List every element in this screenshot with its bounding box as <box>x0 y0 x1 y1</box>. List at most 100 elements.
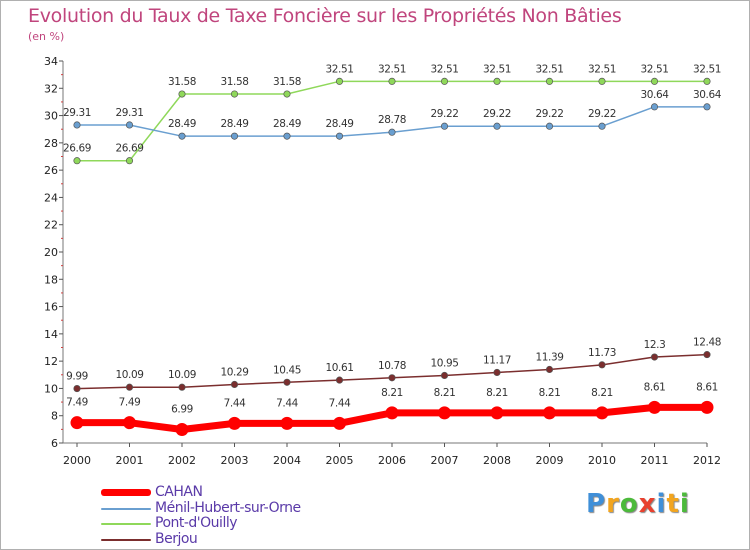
data-point <box>335 376 344 384</box>
data-labels: 7.49 7.49 6.99 7.44 7.44 7.44 8.21 8.21 8.21 8.21… <box>63 63 722 415</box>
legend-item-berjou: Berjou <box>101 531 431 548</box>
legend-swatch-cahan <box>101 489 151 496</box>
data-point <box>650 103 659 111</box>
data-point <box>598 361 606 369</box>
data-point <box>703 103 711 111</box>
data-label: 7.44 <box>276 397 298 409</box>
logo-letter: t <box>666 489 680 519</box>
data-point <box>70 416 84 430</box>
data-label: 32.51 <box>378 63 406 75</box>
y-tick-label: 14 <box>44 328 58 341</box>
data-label: 8.61 <box>696 381 718 393</box>
data-point <box>440 77 449 85</box>
y-tick-label: 12 <box>44 355 58 368</box>
data-point <box>335 132 344 140</box>
data-point <box>335 77 344 85</box>
data-label: 8.21 <box>434 387 456 399</box>
data-label: 10.45 <box>273 364 301 376</box>
proxiti-logo: Proxiti <box>586 489 690 519</box>
data-point <box>438 406 451 420</box>
legend-swatch-menil-hubert-sur-orne <box>101 507 151 510</box>
data-label: 28.49 <box>273 118 301 130</box>
data-point <box>333 416 346 430</box>
data-point <box>703 77 711 85</box>
data-label: 31.58 <box>273 76 301 88</box>
data-label: 7.49 <box>119 397 141 409</box>
data-point <box>228 416 241 430</box>
data-point <box>543 406 556 420</box>
data-point <box>703 351 711 359</box>
data-label: 29.22 <box>430 108 458 120</box>
data-label: 7.44 <box>329 397 351 409</box>
x-tick-label: 2012 <box>693 454 721 467</box>
y-tick-label: 34 <box>44 55 58 68</box>
y-tick-label: 18 <box>44 273 58 286</box>
data-point <box>493 77 501 85</box>
y-tick-label: 16 <box>44 301 58 314</box>
data-label: 11.17 <box>483 354 511 366</box>
data-label: 8.21 <box>381 387 403 399</box>
data-point <box>545 122 554 130</box>
data-label: 29.22 <box>483 108 511 120</box>
data-label: 8.61 <box>644 381 666 393</box>
data-point <box>283 132 291 140</box>
data-point <box>73 157 81 165</box>
series-lines <box>70 77 714 436</box>
data-point <box>178 90 186 98</box>
x-tick-label: 2009 <box>536 454 564 467</box>
legend-swatch-berjou <box>101 538 151 541</box>
logo-letter: i <box>656 489 667 519</box>
data-point <box>230 90 239 98</box>
data-point <box>178 383 186 391</box>
logo-letter: P <box>586 489 607 519</box>
data-point <box>493 368 501 377</box>
data-label: 28.49 <box>325 118 353 130</box>
data-label: 32.51 <box>588 63 616 75</box>
legend: CAHAN Ménil-Hubert-sur-Orne Pont-d'Ouill… <box>101 485 431 547</box>
data-label: 32.51 <box>640 63 668 75</box>
x-tick-label: 2007 <box>431 454 459 467</box>
data-point <box>385 406 399 420</box>
data-label: 9.99 <box>66 371 88 383</box>
data-point <box>230 132 239 140</box>
data-label: 31.58 <box>220 76 248 88</box>
data-label: 6.99 <box>171 403 193 415</box>
y-tick-label: 24 <box>44 191 58 204</box>
data-label: 10.09 <box>168 369 196 381</box>
data-point <box>125 157 134 165</box>
data-point <box>440 371 449 380</box>
legend-label-menil-hubert-sur-orne: Ménil-Hubert-sur-Orne <box>155 499 301 516</box>
data-label: 28.78 <box>378 114 406 126</box>
data-point <box>178 132 186 140</box>
y-tick-label: 10 <box>44 382 58 395</box>
data-point <box>493 122 501 130</box>
data-label: 31.58 <box>168 76 196 88</box>
y-tick-label: 6 <box>51 437 58 450</box>
data-point <box>123 416 136 430</box>
data-label: 26.69 <box>63 143 91 155</box>
logo-letter: i <box>679 489 690 519</box>
data-point <box>73 121 81 129</box>
data-label: 11.73 <box>588 347 616 359</box>
x-tick-label: 2008 <box>483 454 511 467</box>
y-tick-label: 28 <box>44 137 58 150</box>
legend-swatch-pont-d-ouilly <box>101 523 151 525</box>
data-label: 30.64 <box>640 89 669 101</box>
data-point <box>598 77 606 85</box>
data-point <box>648 400 661 414</box>
data-label: 29.22 <box>535 108 563 120</box>
data-label: 32.51 <box>325 63 353 75</box>
y-tick-label: 22 <box>44 219 58 232</box>
x-tick-label: 2006 <box>378 454 406 467</box>
data-point <box>650 353 659 361</box>
data-label: 10.09 <box>115 369 143 381</box>
data-point <box>598 122 606 130</box>
data-point <box>73 385 81 393</box>
data-label: 29.22 <box>588 108 616 120</box>
x-tick-label: 2002 <box>168 454 196 467</box>
data-point <box>125 121 134 129</box>
data-point <box>700 400 714 414</box>
logo-letter: o <box>619 489 639 519</box>
x-tick-label: 2010 <box>588 454 616 467</box>
